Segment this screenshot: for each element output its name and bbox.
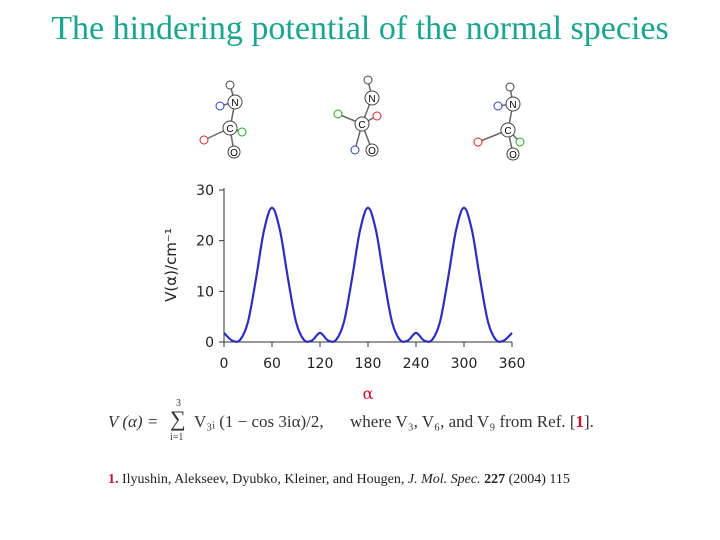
- reference-number: 1.: [108, 472, 119, 487]
- molecule-left: N C O: [190, 70, 300, 165]
- y-tick-label: 20: [196, 234, 214, 250]
- x-tick-label: 60: [263, 356, 281, 372]
- y-tick-label: 30: [196, 183, 214, 199]
- x-tick-label: 300: [451, 356, 478, 372]
- x-tick-label: 240: [403, 356, 430, 372]
- formula-lhs: V (α) =: [108, 412, 159, 431]
- y-axis-label: V(α)/cm⁻¹: [162, 228, 180, 302]
- atom-label-o: O: [509, 150, 517, 161]
- formula-ref-number[interactable]: 1: [575, 412, 585, 431]
- atom-label-c: C: [358, 120, 365, 131]
- potential-series-line: [223, 206, 513, 343]
- x-tick-label: 360: [499, 356, 526, 372]
- formula-where-prefix: where V₃, V₆, and V₉ from Ref. [: [350, 412, 576, 431]
- formula-sigma: ∑: [170, 406, 186, 431]
- slide-title: The hindering potential of the normal sp…: [51, 10, 669, 47]
- formula-where: where V₃, V₆, and V₉ from Ref. [1].: [350, 412, 594, 432]
- molecule-right: N C O: [468, 70, 578, 165]
- reference-authors: Ilyushin, Alekseev, Dyubko, Kleiner, and…: [118, 472, 408, 487]
- formula-where-suffix: ].: [584, 412, 594, 431]
- formula-term: V₃ᵢ (1 − cos 3iα)/2,: [194, 412, 324, 431]
- reference-rest: (2004) 115: [505, 472, 570, 487]
- potential-formula: V (α) = 3 ∑ i=1 V₃ᵢ (1 − cos 3iα)/2, whe…: [108, 398, 628, 444]
- atom-label-n: N: [231, 98, 238, 109]
- potential-chart: 0 10 20 30 0 60 120 180 240 300 360 V(α)/cm⁻¹ α: [162, 183, 526, 403]
- x-tick-label: 0: [220, 356, 229, 372]
- reference-line: 1. Ilyushin, Alekseev, Dyubko, Kleiner, …: [108, 472, 570, 488]
- reference-volume: 227: [480, 472, 506, 487]
- atom-label-n: N: [368, 94, 375, 105]
- atom-label-o: O: [230, 148, 238, 159]
- formula-sum-bottom: i=1: [170, 432, 184, 443]
- y-tick-label: 0: [205, 335, 214, 351]
- atom-label-c: C: [504, 126, 511, 137]
- atom-label-c: C: [226, 124, 233, 135]
- x-tick-label: 180: [355, 356, 382, 372]
- atom-label-n: N: [509, 100, 516, 111]
- reference-journal: J. Mol. Spec.: [407, 472, 481, 487]
- formula-sum-top: 3: [176, 398, 181, 409]
- atom-label-o: O: [368, 146, 376, 157]
- x-axis-label: α: [363, 384, 374, 403]
- x-tick-label: 120: [307, 356, 334, 372]
- y-tick-label: 10: [196, 284, 214, 300]
- molecule-middle: N C O: [325, 66, 435, 161]
